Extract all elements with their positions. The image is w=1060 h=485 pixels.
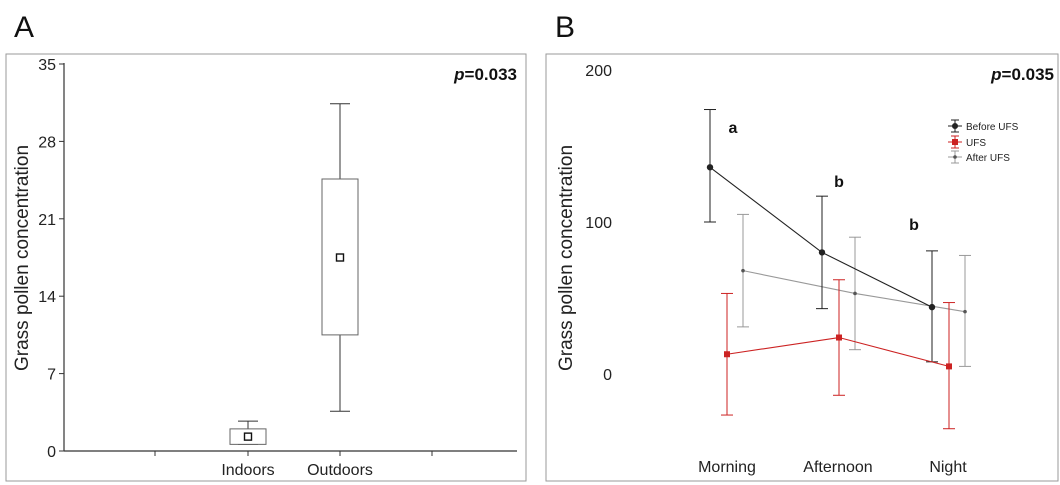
x-tick-label: Indoors xyxy=(221,462,274,479)
panel-a-frame xyxy=(5,53,527,482)
series-ufs xyxy=(721,279,955,430)
series-line xyxy=(726,336,950,367)
box-indoors xyxy=(229,420,267,445)
significance-letter: a xyxy=(729,120,738,137)
legend-marker xyxy=(953,155,957,159)
panel-b-legend: Before UFS UFS After UFS xyxy=(948,119,1019,164)
panel-a-p-label: p xyxy=(453,65,464,84)
panel-a-p-value: p=0.033 xyxy=(453,65,517,84)
panel-a-p-number: =0.033 xyxy=(465,65,517,84)
y-tick-label: 28 xyxy=(38,134,56,151)
panel-a-x-ticks: Indoors Outdoors xyxy=(154,451,433,479)
legend-marker xyxy=(952,139,958,145)
data-point xyxy=(724,351,730,358)
y-tick-label: 100 xyxy=(585,215,612,232)
panel-a-y-ticks: 0 7 14 21 28 35 xyxy=(38,57,64,461)
y-tick-label: 21 xyxy=(38,212,56,229)
panel-a-y-axis-label: Grass pollen concentration xyxy=(12,145,33,371)
panel-b-y-axis-label: Grass pollen concentration xyxy=(556,145,577,371)
panel-b-p-value: p=0.035 xyxy=(990,65,1054,84)
panel-b-annotations: a b b xyxy=(729,120,920,234)
legend-label: Before UFS xyxy=(966,122,1019,133)
data-point xyxy=(836,334,842,341)
panel-b-y-ticks: 0 100 200 xyxy=(585,63,612,384)
x-tick-label: Morning xyxy=(698,459,756,476)
data-point xyxy=(928,303,936,311)
median-marker xyxy=(335,253,345,262)
y-tick-label: 35 xyxy=(38,57,56,74)
data-point xyxy=(946,363,952,370)
panel-a-boxes xyxy=(229,103,359,445)
significance-letter: b xyxy=(909,217,919,234)
panel-b-p-label: p xyxy=(990,65,1001,84)
significance-letter: b xyxy=(834,174,844,191)
panel-b-letter: B xyxy=(555,11,575,44)
y-tick-label: 200 xyxy=(585,63,612,80)
series-after-ufs xyxy=(737,213,971,367)
legend-marker xyxy=(952,123,958,129)
legend-label: After UFS xyxy=(966,153,1010,164)
y-tick-label: 0 xyxy=(47,444,56,461)
panel-b-series xyxy=(704,109,971,430)
panel-a-letter: A xyxy=(14,11,34,44)
data-point xyxy=(741,268,745,273)
panel-b-frame xyxy=(545,53,1059,482)
legend-label: UFS xyxy=(966,138,986,149)
data-point xyxy=(706,164,714,171)
data-point xyxy=(853,291,857,296)
x-tick-label: Night xyxy=(929,459,967,476)
y-tick-label: 14 xyxy=(38,289,56,306)
panel-a: A Grass pollen concentration 0714212835 … xyxy=(5,11,527,482)
panel-b: B Grass pollen concentration 0 100 200 Mor… xyxy=(545,11,1059,482)
x-tick-label: Afternoon xyxy=(803,459,872,476)
box-outdoors xyxy=(321,103,359,412)
y-tick-label: 0 xyxy=(603,367,612,384)
panel-b-p-number: =0.035 xyxy=(1002,65,1054,84)
x-tick-label: Outdoors xyxy=(307,462,373,479)
median-marker xyxy=(243,432,253,441)
y-tick-label: 7 xyxy=(47,367,56,384)
data-point xyxy=(818,249,826,256)
series-before-ufs xyxy=(704,109,938,363)
data-point xyxy=(963,309,967,314)
panel-b-x-ticks: Morning Afternoon Night xyxy=(698,459,967,476)
